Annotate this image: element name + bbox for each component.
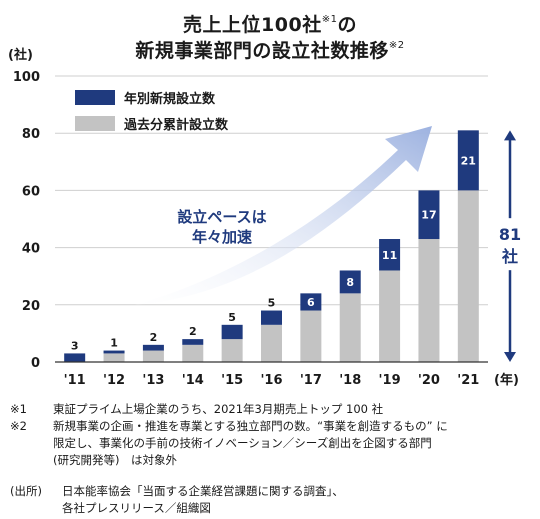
range-label-bg <box>496 218 524 271</box>
legend-swatch <box>75 116 115 131</box>
range-arrow-head-top <box>504 130 516 141</box>
bar-new <box>64 353 86 362</box>
legend-label: 過去分累計設立数 <box>123 117 229 133</box>
x-tick-label: '14 <box>182 373 204 388</box>
data-label: 5 <box>268 297 276 310</box>
bar-cumulative <box>182 344 204 362</box>
y-tick-label: 100 <box>13 70 40 85</box>
footnote-2-line: 新規事業の企画・推進を専業とする独立部門の数。“事業を創造するもの” に <box>53 419 448 433</box>
x-tick-label: '19 <box>379 373 401 388</box>
footnote-1-mark: ※1 <box>10 402 27 416</box>
bar-cumulative <box>457 190 479 362</box>
bar-cumulative <box>103 353 125 362</box>
bar-cumulative <box>339 293 361 362</box>
footnote-2-mark: ※2 <box>10 419 27 433</box>
data-label: 2 <box>189 325 197 338</box>
y-tick-label: 80 <box>22 127 40 142</box>
bar-new <box>300 293 322 311</box>
footnote-1-line: 東証プライム上場企業のうち、2021年3月期売上トップ 100 社 <box>53 402 384 416</box>
footnote-2-line: 限定し、事業化の手前の技術イノベーション／シーズ創出を企図する部門 <box>53 436 432 450</box>
y-tick-label: 0 <box>31 356 40 371</box>
x-tick-label: '13 <box>142 373 164 388</box>
title-line1-footnote-mark: ※1 <box>321 14 338 25</box>
bar-new <box>182 339 204 345</box>
title-line2-footnote-mark: ※2 <box>388 40 405 51</box>
bar-cumulative <box>300 310 322 362</box>
bar-new <box>103 350 125 354</box>
y-tick-label: 20 <box>22 299 40 314</box>
data-label: 17 <box>421 209 436 222</box>
data-label: 2 <box>150 331 158 344</box>
footnote-2: ※2 新規事業の企画・推進を専業とする独立部門の数。“事業を創造するもの” に限定… <box>10 418 530 469</box>
footnote-1: ※1 東証プライム上場企業のうち、2021年3月期売上トップ 100 社 <box>10 401 530 418</box>
x-tick-label: '11 <box>64 373 86 388</box>
bar-new <box>261 310 282 325</box>
bar-new <box>457 130 479 191</box>
x-tick-label: '16 <box>260 373 282 388</box>
y-tick-label: 60 <box>22 184 40 199</box>
x-tick-label: '17 <box>300 373 322 388</box>
range-total-unit: 社 <box>501 247 518 266</box>
source-note-line: 各社プレスリリース／組織図 <box>62 501 211 515</box>
arrow-annotation-text: 設立ペースは <box>177 208 266 226</box>
arrow-annotation-text: 年々加速 <box>192 228 252 246</box>
data-label: 3 <box>71 339 79 352</box>
source-note-mark: (出所) <box>10 484 42 498</box>
bar-new <box>418 190 440 240</box>
bar-cumulative <box>261 324 282 362</box>
chart-title-line1: 売上上位100社※1の <box>0 10 540 37</box>
trend-arrow <box>135 126 432 305</box>
data-label: 8 <box>346 276 354 289</box>
legend-label: 年別新規設立数 <box>124 91 216 107</box>
bar-new <box>379 239 401 271</box>
chart-title-line2: 新規事業部門の設立社数推移※2 <box>0 36 540 63</box>
data-label: 6 <box>307 296 315 309</box>
title-line1-text: 売上上位100社 <box>183 14 322 36</box>
x-tick-label: '21 <box>457 373 479 388</box>
x-axis-unit: (年) <box>494 372 519 388</box>
legend-swatch <box>75 90 115 105</box>
bar-new <box>221 324 243 340</box>
x-tick-label: '12 <box>103 373 125 388</box>
footnote-2-line: (研究開発等) は対象外 <box>53 453 177 467</box>
data-label: 21 <box>461 154 476 167</box>
bar-cumulative <box>418 239 440 362</box>
bar-new <box>142 344 164 351</box>
bar-chart: 3 '11 1 '12 2 '13 2 '14 5 '15 5 '16 6 '17 8 '18 11 '19 17 '… <box>8 47 524 388</box>
x-tick-label: '18 <box>339 373 361 388</box>
data-label: 1 <box>110 337 118 350</box>
y-tick-label: 40 <box>22 242 40 257</box>
bar-new <box>339 270 361 294</box>
source-note-line: 日本能率協会「当面する企業経営課題に関する調査」、 <box>62 484 344 498</box>
source-note: (出所) 日本能率協会「当面する企業経営課題に関する調査」、 各社プレスリリース／組… <box>10 483 530 517</box>
bar-cumulative <box>221 339 243 362</box>
title-line1-tail: の <box>337 14 357 36</box>
range-arrow-head-bottom <box>504 352 516 362</box>
x-tick-label: '20 <box>418 373 440 388</box>
data-label: 11 <box>382 249 397 262</box>
bar-cumulative <box>379 270 401 362</box>
x-tick-label: '15 <box>221 373 243 388</box>
y-axis-unit: (社) <box>8 47 33 63</box>
range-total-value: 81 <box>499 225 521 244</box>
title-line2-text: 新規事業部門の設立社数推移 <box>135 40 389 62</box>
data-label: 5 <box>228 311 236 324</box>
bar-cumulative <box>142 350 164 362</box>
